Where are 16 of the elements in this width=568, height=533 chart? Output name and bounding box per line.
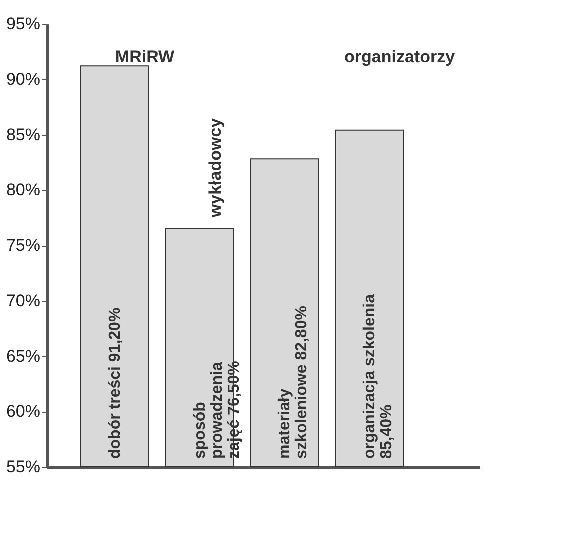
annotation: organizatorzy xyxy=(344,48,456,67)
y-tick-label: 85% xyxy=(6,125,40,144)
category-label: dobór treści 91,20% xyxy=(106,308,124,459)
y-tick-label: 55% xyxy=(6,458,40,476)
annotation: wykładowcy xyxy=(206,118,226,219)
annotation: MRiRW xyxy=(115,48,176,67)
x-tick-label: organizacja szkolenia xyxy=(362,294,379,459)
data-label: 85,40% xyxy=(378,404,396,459)
category-label: materiały szkoleniowe 82,80% xyxy=(276,306,311,459)
y-tick-label: 65% xyxy=(6,346,40,366)
y-tick-label: 95% xyxy=(6,14,40,34)
y-tick-label: 70% xyxy=(6,291,40,310)
y-tick-label: 75% xyxy=(6,236,40,255)
y-tick-label: 80% xyxy=(6,180,40,200)
y-tick-label: 90% xyxy=(6,70,40,89)
y-tick-label: 60% xyxy=(6,402,40,422)
